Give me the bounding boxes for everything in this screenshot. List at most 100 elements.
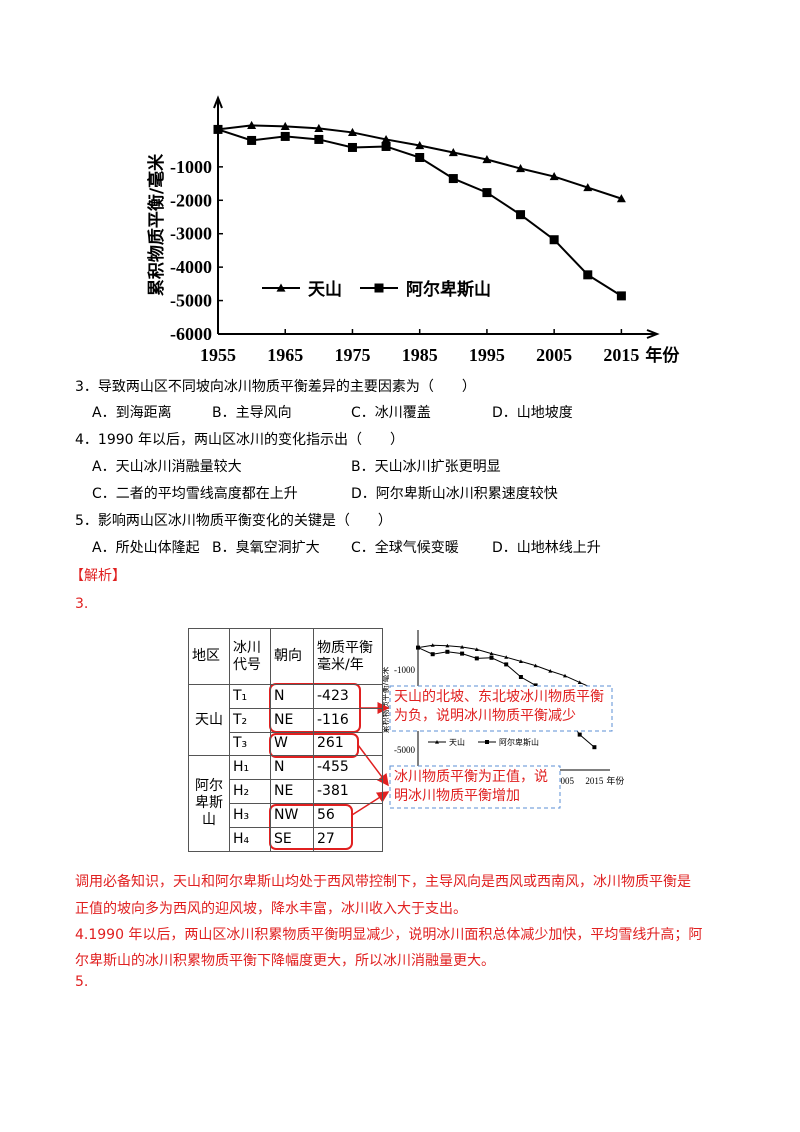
analysis-heading: 【解析】 — [70, 568, 126, 584]
x-tick-label: 2015 — [585, 776, 604, 786]
question-number: 5. — [75, 974, 89, 990]
option: A．所处山体隆起 — [92, 540, 200, 556]
x-tick-label: 2005 — [556, 776, 575, 786]
marker — [482, 188, 492, 198]
marker — [518, 675, 523, 679]
marker — [548, 669, 553, 673]
marker — [280, 121, 290, 131]
marker — [460, 645, 465, 649]
x-tick-label: 1985 — [402, 345, 438, 365]
note-box — [389, 765, 561, 809]
y-tick-label: -3000 — [170, 224, 212, 244]
legend-marker — [276, 283, 286, 292]
option: A．到海距离 — [92, 405, 172, 421]
marker — [347, 127, 357, 137]
x-tick-label: 2005 — [536, 345, 572, 365]
table-cell: T₁ — [229, 684, 271, 709]
marker — [474, 647, 479, 651]
marker — [460, 651, 465, 656]
series-line — [417, 647, 595, 748]
marker — [489, 651, 494, 656]
header-cell: 冰川代号 — [229, 628, 271, 685]
legend-marker — [374, 283, 384, 293]
x-tick-label: 1965 — [267, 345, 303, 365]
marker — [247, 120, 257, 130]
marker — [533, 663, 538, 668]
analysis-text: 尔卑斯山的冰川积累物质平衡下降幅度更大，所以冰川消融量更大。 — [75, 953, 495, 969]
table-cell: SE — [270, 826, 314, 852]
option: A．天山冰川消融量较大 — [92, 459, 242, 475]
marker — [516, 210, 526, 220]
marker — [415, 140, 425, 150]
y-tick-label: -4000 — [170, 257, 212, 277]
marker — [549, 172, 559, 181]
legend-label: 天山 — [308, 280, 342, 300]
analysis-text: 调用必备知识，天山和阿尔卑斯山均处于西风带控制下，主导风向是西风或西南风，冰川物… — [75, 874, 691, 890]
x-tick-label: 1995 — [469, 345, 505, 365]
marker — [430, 643, 435, 647]
marker — [347, 142, 357, 152]
table-cell: 27 — [313, 826, 383, 852]
table-cell: N — [270, 755, 314, 781]
x-tick-label: 2015 — [603, 345, 639, 365]
marker — [381, 134, 391, 144]
note: 冰川物质平衡为正值，说明冰川物质平衡增加 — [394, 769, 548, 804]
table-cell: N — [270, 684, 314, 709]
marker — [592, 745, 597, 750]
marker — [474, 656, 479, 661]
question-stem: 5．影响两山区冰川物质平衡变化的关键是（ ） — [75, 513, 392, 529]
legend-label: 天山 — [449, 737, 465, 747]
axis-arrow — [646, 329, 660, 339]
marker — [314, 123, 324, 133]
marker — [616, 194, 626, 203]
question-stem: 4．1990 年以后，两山区冰川的变化指示出（ ） — [75, 432, 404, 448]
marker — [548, 696, 553, 701]
marker — [280, 131, 290, 141]
y-tick-label: -5000 — [394, 745, 415, 755]
marker — [563, 711, 567, 716]
header-cell: 物质平衡毫米/年 — [313, 628, 383, 685]
note-text: 冰川物质平衡为正值，说明冰川物质平衡增加 — [394, 769, 548, 804]
marker — [445, 649, 450, 654]
marker — [516, 164, 526, 173]
marker — [445, 643, 450, 648]
analysis-text: 正值的坡向多为西风的迎风坡，降水丰富，冰川收入大于支出。 — [75, 901, 467, 917]
y-tick-label: -1000 — [394, 665, 415, 675]
table-cell: W — [270, 731, 314, 757]
header-cell: 朝向 — [270, 628, 314, 685]
x-tick-label: 1975 — [334, 345, 370, 365]
y-tick-label: -1000 — [170, 157, 212, 177]
table-row: H₃ NW 56 — [189, 802, 383, 828]
table-cell: 56 — [313, 802, 383, 828]
marker — [213, 124, 223, 134]
table-cell: -116 — [313, 707, 383, 733]
table-cell: -455 — [313, 755, 383, 781]
option: D．山地林线上升 — [492, 540, 601, 556]
question-number: 3. — [75, 596, 89, 612]
axis-arrow — [213, 95, 223, 109]
marker — [518, 659, 523, 663]
table-cell: T₃ — [229, 731, 271, 757]
marker — [435, 740, 439, 744]
table-cell: NE — [270, 779, 314, 804]
marker — [616, 291, 626, 301]
table-cell: NW — [270, 802, 314, 828]
marker — [549, 235, 559, 245]
region-cell: 天山 — [188, 683, 230, 757]
table-header-row: 地区 冰川代号 朝向 物质平衡毫米/年 — [188, 628, 383, 685]
marker — [577, 732, 582, 737]
table-row: T₂ NE -116 — [189, 707, 383, 733]
note-text: 天山的北坡、东北坡冰川物质平衡为负，说明冰川物质平衡减少 — [394, 689, 604, 724]
marker — [482, 155, 492, 164]
option: B．主导风向 — [212, 405, 292, 421]
table-row: H₂ NE -381 — [189, 779, 383, 804]
table-row: 阿尔卑斯山 H₁ N -455 — [188, 755, 383, 852]
table-row: H₄ SE 27 — [189, 826, 383, 852]
note: 天山的北坡、东北坡冰川物质平衡为负，说明冰川物质平衡减少 — [394, 689, 604, 724]
marker — [504, 662, 509, 667]
series-line — [417, 644, 595, 690]
table-row: T₃ W 261 — [189, 731, 383, 757]
marker — [416, 645, 420, 650]
